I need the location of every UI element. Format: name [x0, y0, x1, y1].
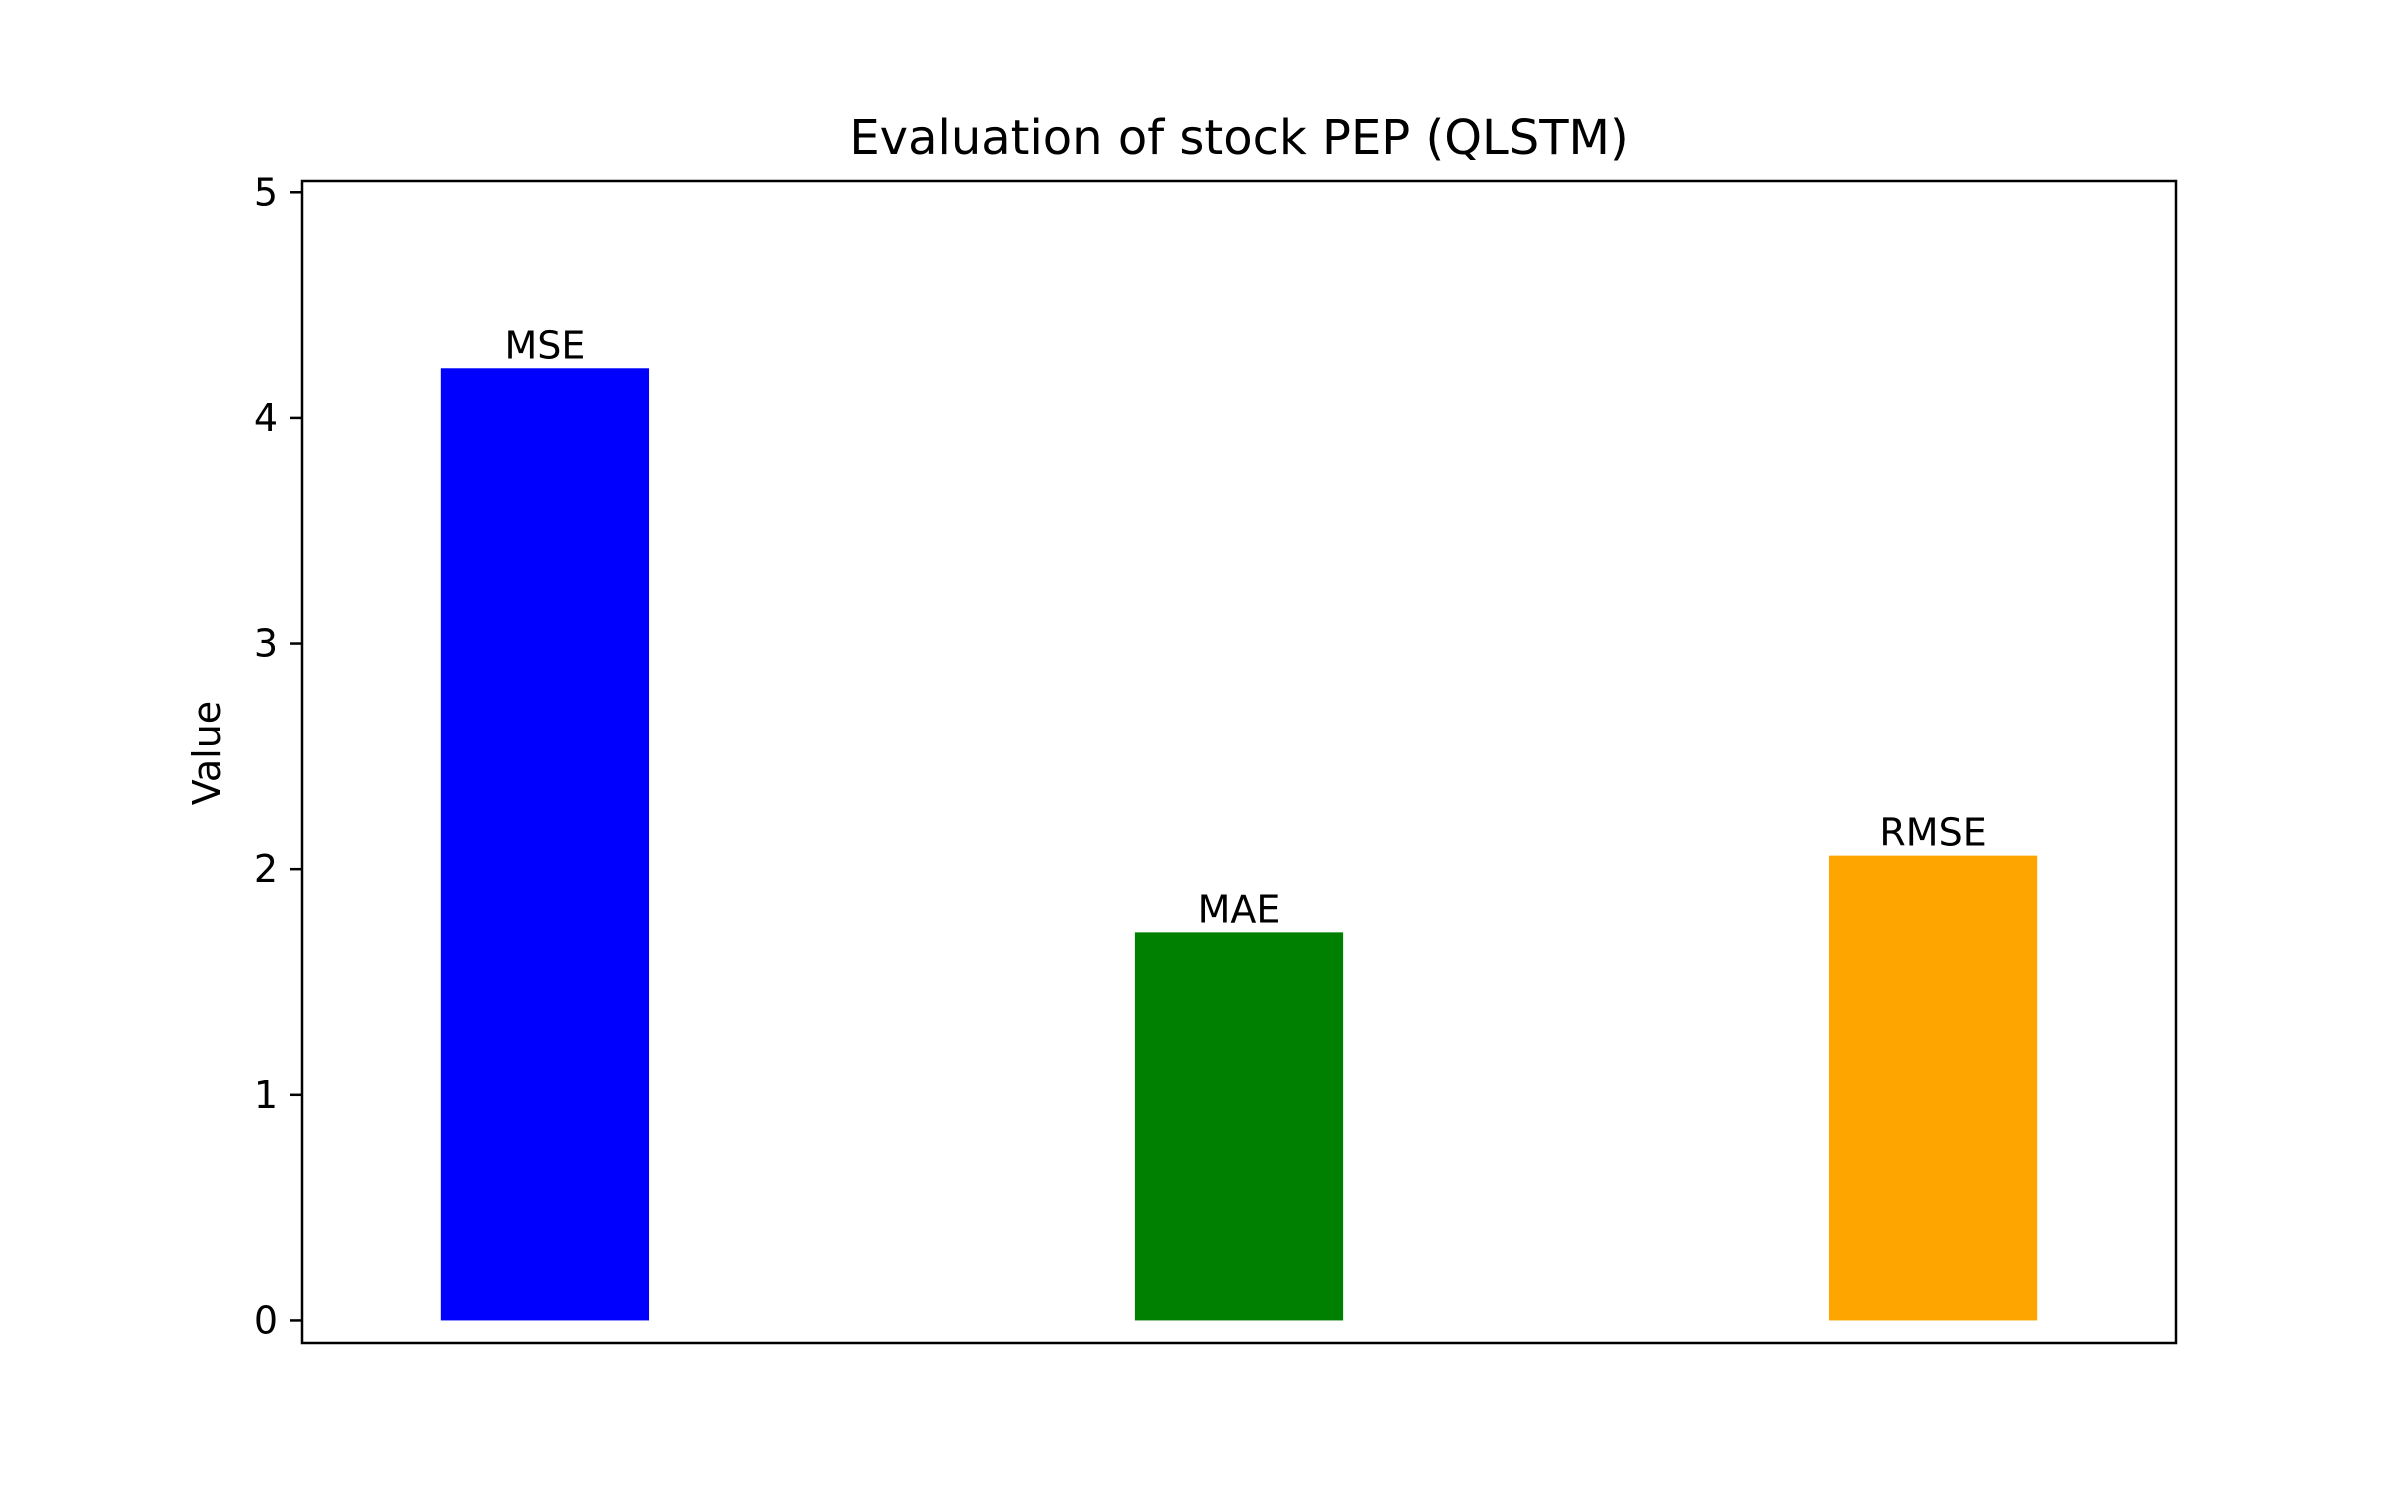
bar-label-mse: MSE: [504, 323, 585, 367]
y-tick-label: 2: [254, 847, 278, 891]
bar-label-mae: MAE: [1198, 887, 1281, 931]
bar-mse: [440, 368, 650, 1321]
y-axis-label: Value: [185, 701, 229, 805]
y-tick-label: 1: [254, 1073, 278, 1117]
bar-mae: [1134, 932, 1344, 1321]
y-tick-label: 4: [254, 396, 278, 440]
bar-rmse: [1828, 855, 2038, 1321]
y-axis: 0 1 2 3 4 5: [254, 170, 302, 1342]
y-tick-label: 0: [254, 1298, 278, 1342]
y-tick-label: 3: [254, 622, 278, 666]
plot-frame: [300, 179, 2178, 1345]
chart-title: Evaluation of stock PEP (QLSTM): [849, 110, 1628, 166]
bar-label-rmse: RMSE: [1879, 811, 1986, 855]
y-tick-label: 5: [254, 170, 278, 214]
bars-layer: MSE MAE RMSE: [440, 323, 2038, 1321]
